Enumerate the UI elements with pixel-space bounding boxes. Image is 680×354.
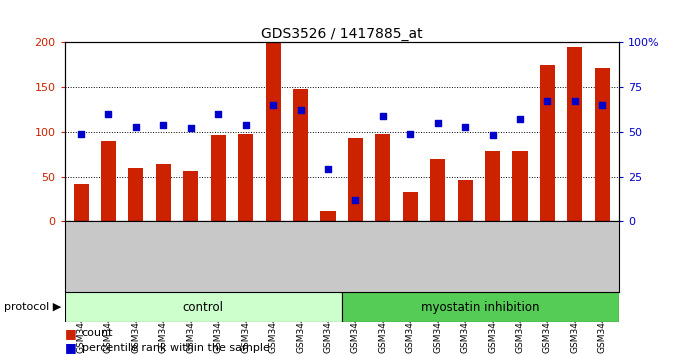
Bar xyxy=(348,138,363,221)
Point xyxy=(432,120,443,126)
Bar xyxy=(540,65,555,221)
Bar xyxy=(156,164,171,221)
Point xyxy=(213,111,224,117)
Bar xyxy=(403,192,418,221)
Text: protocol ▶: protocol ▶ xyxy=(4,302,61,312)
Point xyxy=(186,125,197,131)
Point xyxy=(131,124,141,129)
Bar xyxy=(595,68,610,221)
Bar xyxy=(293,89,308,221)
Point xyxy=(542,99,553,104)
Text: ■: ■ xyxy=(65,341,80,354)
Point xyxy=(75,131,86,137)
Text: myostatin inhibition: myostatin inhibition xyxy=(421,301,539,314)
Point xyxy=(295,108,306,113)
Bar xyxy=(238,134,253,221)
Point xyxy=(515,116,526,122)
Bar xyxy=(485,151,500,221)
Bar xyxy=(567,47,583,221)
Bar xyxy=(211,136,226,221)
Point xyxy=(460,124,471,129)
Bar xyxy=(65,292,342,322)
Bar xyxy=(458,180,473,221)
Bar xyxy=(101,141,116,221)
Bar xyxy=(375,134,390,221)
Bar xyxy=(513,151,528,221)
Text: ■: ■ xyxy=(65,327,80,340)
Point xyxy=(405,131,415,137)
Point xyxy=(103,111,114,117)
Point xyxy=(240,122,251,127)
Bar xyxy=(129,168,143,221)
Text: percentile rank within the sample: percentile rank within the sample xyxy=(82,343,269,353)
Bar xyxy=(183,171,199,221)
Title: GDS3526 / 1417885_at: GDS3526 / 1417885_at xyxy=(261,28,422,41)
Text: control: control xyxy=(183,301,224,314)
Bar xyxy=(342,292,619,322)
Point xyxy=(487,133,498,138)
Point xyxy=(350,197,361,202)
Point xyxy=(158,122,169,127)
Bar xyxy=(320,211,335,221)
Point xyxy=(322,167,333,172)
Point xyxy=(377,113,388,119)
Bar xyxy=(430,159,445,221)
Point xyxy=(569,99,580,104)
Text: count: count xyxy=(82,328,113,338)
Point xyxy=(597,102,608,108)
Bar xyxy=(266,42,281,221)
Point xyxy=(268,102,279,108)
Bar xyxy=(73,184,88,221)
